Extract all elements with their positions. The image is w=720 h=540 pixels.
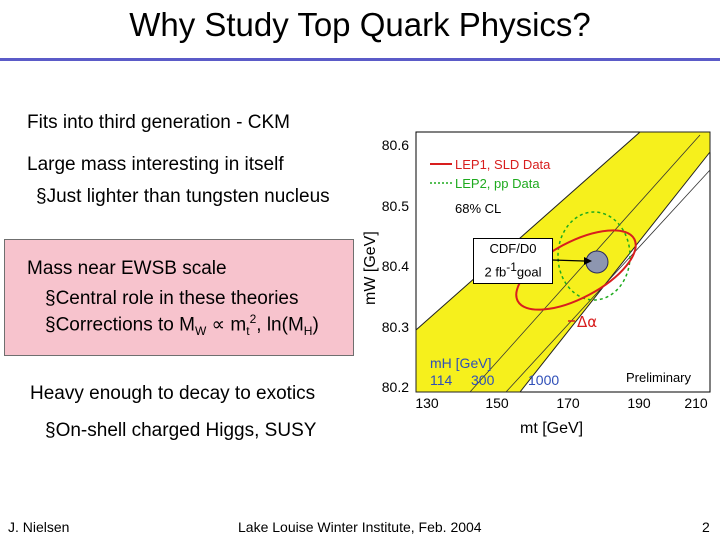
callout-line-1: CDF/D0 [489, 241, 537, 256]
sub-bullet-higgs-susy: §On-shell charged Higgs, SUSY [45, 420, 317, 441]
slide-number: 2 [702, 519, 710, 535]
title-divider [0, 58, 720, 61]
footer-venue: Lake Louise Winter Institute, Feb. 2004 [238, 519, 482, 535]
y-tick: 80.6 [382, 137, 409, 153]
band-edge-line [505, 169, 711, 393]
sub-bullet-corrections: §Corrections to MW ∝ mt2, ln(MH) [45, 312, 319, 339]
legend-lep2: LEP2, pp Data [455, 176, 540, 191]
y-axis-label: mW [GeV] [362, 231, 379, 305]
delta-alpha-label: Δα [577, 313, 597, 331]
bullet-large-mass: Large mass interesting in itself [27, 154, 284, 175]
callout-line-2: 2 fb-1goal [484, 260, 542, 280]
callout-arrow [551, 259, 585, 262]
bullet-ckm: Fits into third generation - CKM [27, 112, 290, 133]
highlight-box [4, 239, 354, 356]
higgs-band [415, 131, 711, 393]
footer-author: J. Nielsen [8, 519, 70, 535]
lep1-ellipse [515, 229, 637, 311]
preliminary-label: Preliminary [626, 370, 692, 385]
mh-value: 1000 [528, 372, 559, 388]
y-tick: 80.3 [382, 319, 409, 335]
sub-bullet-marker: § [36, 186, 47, 207]
mw-vs-mt-plot: Δα LEP1, SLD Data LEP2, pp Data 68% CL m… [362, 131, 711, 437]
bullet-exotics: Heavy enough to decay to exotics [30, 383, 316, 404]
x-tick: 210 [684, 395, 708, 411]
y-tick: 80.4 [382, 258, 409, 274]
y-tick: 80.2 [382, 379, 409, 395]
legend-cl: 68% CL [455, 201, 501, 216]
bullet-ewsb: Mass near EWSB scale [27, 258, 227, 279]
x-axis-label: mt [GeV] [520, 420, 583, 437]
legend-lep1: LEP1, SLD Data [455, 157, 551, 172]
slide-title: Why Study Top Quark Physics? [129, 6, 591, 43]
sub-bullet-central-role: §Central role in these theories [45, 288, 299, 309]
x-tick: 150 [485, 395, 509, 411]
sub-bullet-tungsten: §Just lighter than tungsten nucleus [36, 186, 330, 207]
lep2-ellipse [557, 211, 631, 301]
mh-value: 114 [430, 372, 453, 388]
x-tick: 130 [415, 395, 439, 411]
y-tick: 80.5 [382, 198, 409, 214]
cdf-d0-callout: CDF/D0 2 fb-1goal [473, 238, 553, 284]
x-tick: 190 [627, 395, 651, 411]
x-tick: 170 [556, 395, 580, 411]
mh-label: mH [GeV] [430, 355, 491, 371]
mh-value: 300 [471, 372, 495, 388]
